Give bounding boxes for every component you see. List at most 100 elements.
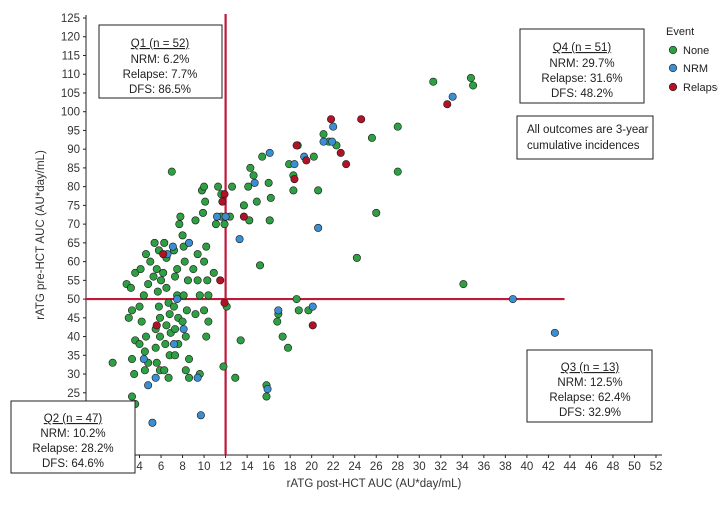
x-tick-label: 30: [413, 461, 426, 473]
point-nrm: [263, 385, 272, 394]
quadrant-box-q3-line-2: Relapse: 62.4%: [549, 392, 630, 404]
point-nrm: [290, 160, 299, 169]
point-none: [256, 261, 265, 270]
point-none: [171, 325, 180, 334]
point-none: [209, 268, 218, 277]
point-none: [181, 332, 190, 341]
point-none: [180, 257, 189, 266]
legend-label-none: None: [683, 45, 709, 57]
point-relapse: [220, 190, 229, 199]
point-nrm: [319, 137, 328, 146]
y-tick-label: 90: [67, 144, 80, 156]
quadrant-box-q4-line-1: NRM: 29.7%: [549, 58, 614, 70]
point-none: [185, 373, 194, 382]
point-none: [137, 317, 146, 326]
point-nrm: [169, 340, 178, 349]
note-line-2: cumulative incidences: [527, 140, 640, 152]
point-none: [179, 291, 188, 300]
point-none: [140, 347, 149, 356]
y-tick-label: 70: [67, 219, 80, 231]
point-none: [135, 340, 144, 349]
y-axis-ticks: 1015202530354045505560657075808590951001…: [61, 13, 86, 456]
quadrant-box-q1-line-2: Relapse: 7.7%: [123, 69, 198, 81]
point-none: [264, 178, 273, 187]
point-none: [171, 272, 180, 281]
point-none: [162, 283, 171, 292]
plot-frame: [85, 15, 662, 456]
point-none: [144, 280, 153, 289]
quadrant-box-q2-line-3: DFS: 64.6%: [42, 458, 104, 470]
point-none: [228, 182, 237, 191]
quadrant-box-q3-frame: [526, 349, 653, 423]
point-relapse: [218, 197, 227, 206]
x-tick-label: 10: [198, 461, 211, 473]
point-nrm: [139, 355, 148, 364]
point-none: [164, 298, 173, 307]
point-none: [160, 238, 169, 247]
point-none: [202, 242, 211, 251]
x-tick-label: 22: [327, 461, 340, 473]
y-tick-label: 60: [67, 257, 80, 269]
point-none: [459, 280, 468, 289]
point-none: [201, 197, 210, 206]
x-tick-label: 32: [434, 461, 447, 473]
quadrant-box-q1-title: Q1 (n = 52): [131, 38, 190, 50]
point-nrm: [550, 328, 559, 337]
legend-title: Event: [666, 26, 694, 38]
y-tick-label: 30: [67, 369, 80, 381]
point-none: [141, 332, 150, 341]
x-tick-label: 16: [262, 461, 275, 473]
point-relapse: [443, 100, 452, 109]
point-nrm: [151, 373, 160, 382]
point-none: [167, 167, 176, 176]
point-none: [265, 216, 274, 225]
point-none: [135, 302, 144, 311]
point-nrm: [193, 373, 202, 382]
legend-label-nrm: NRM: [683, 63, 708, 75]
point-none: [150, 238, 159, 247]
point-none: [319, 130, 328, 139]
point-none: [155, 332, 164, 341]
point-relapse: [308, 321, 317, 330]
y-tick-label: 115: [62, 50, 80, 62]
point-relapse: [292, 141, 301, 150]
point-none: [127, 355, 136, 364]
point-none: [211, 220, 220, 229]
x-tick-label: 14: [241, 461, 254, 473]
point-relapse: [220, 298, 229, 307]
quadrant-box-q2-title: Q2 (n = 47): [44, 413, 103, 425]
y-tick-label: 65: [67, 238, 80, 250]
point-none: [204, 291, 213, 300]
point-none: [193, 276, 202, 285]
point-nrm: [212, 212, 221, 221]
y-axis-label: rATG pre-HCT AUC (AU*day/mL): [35, 150, 47, 320]
point-none: [169, 302, 178, 311]
point-none: [289, 186, 298, 195]
legend-label-relapse: Relapse: [683, 82, 718, 94]
y-tick-label: 125: [61, 13, 80, 25]
point-none: [203, 276, 212, 285]
quadrant-box-q4: Q4 (n = 51) NRM: 29.7% Relapse: 31.6% DF…: [519, 28, 645, 104]
point-none: [220, 220, 229, 229]
point-none: [151, 343, 160, 352]
point-none: [193, 250, 202, 259]
note-box-frame: [516, 115, 654, 160]
x-tick-label: 48: [607, 461, 620, 473]
point-none: [204, 317, 213, 326]
point-none: [292, 295, 301, 304]
legend-marker-nrm: [668, 63, 678, 73]
point-none: [185, 355, 194, 364]
point-none: [126, 283, 135, 292]
quadrant-box-q2-line-1: NRM: 10.2%: [40, 428, 105, 440]
point-none: [191, 310, 200, 319]
point-nrm: [185, 238, 194, 247]
point-none: [352, 253, 361, 262]
point-none: [127, 306, 136, 315]
point-relapse: [342, 160, 351, 169]
point-none: [164, 373, 173, 382]
note-line-1: All outcomes are 3-year: [527, 124, 649, 136]
x-tick-label: 50: [628, 461, 641, 473]
y-tick-label: 35: [67, 350, 80, 362]
y-tick-label: 110: [62, 69, 80, 81]
